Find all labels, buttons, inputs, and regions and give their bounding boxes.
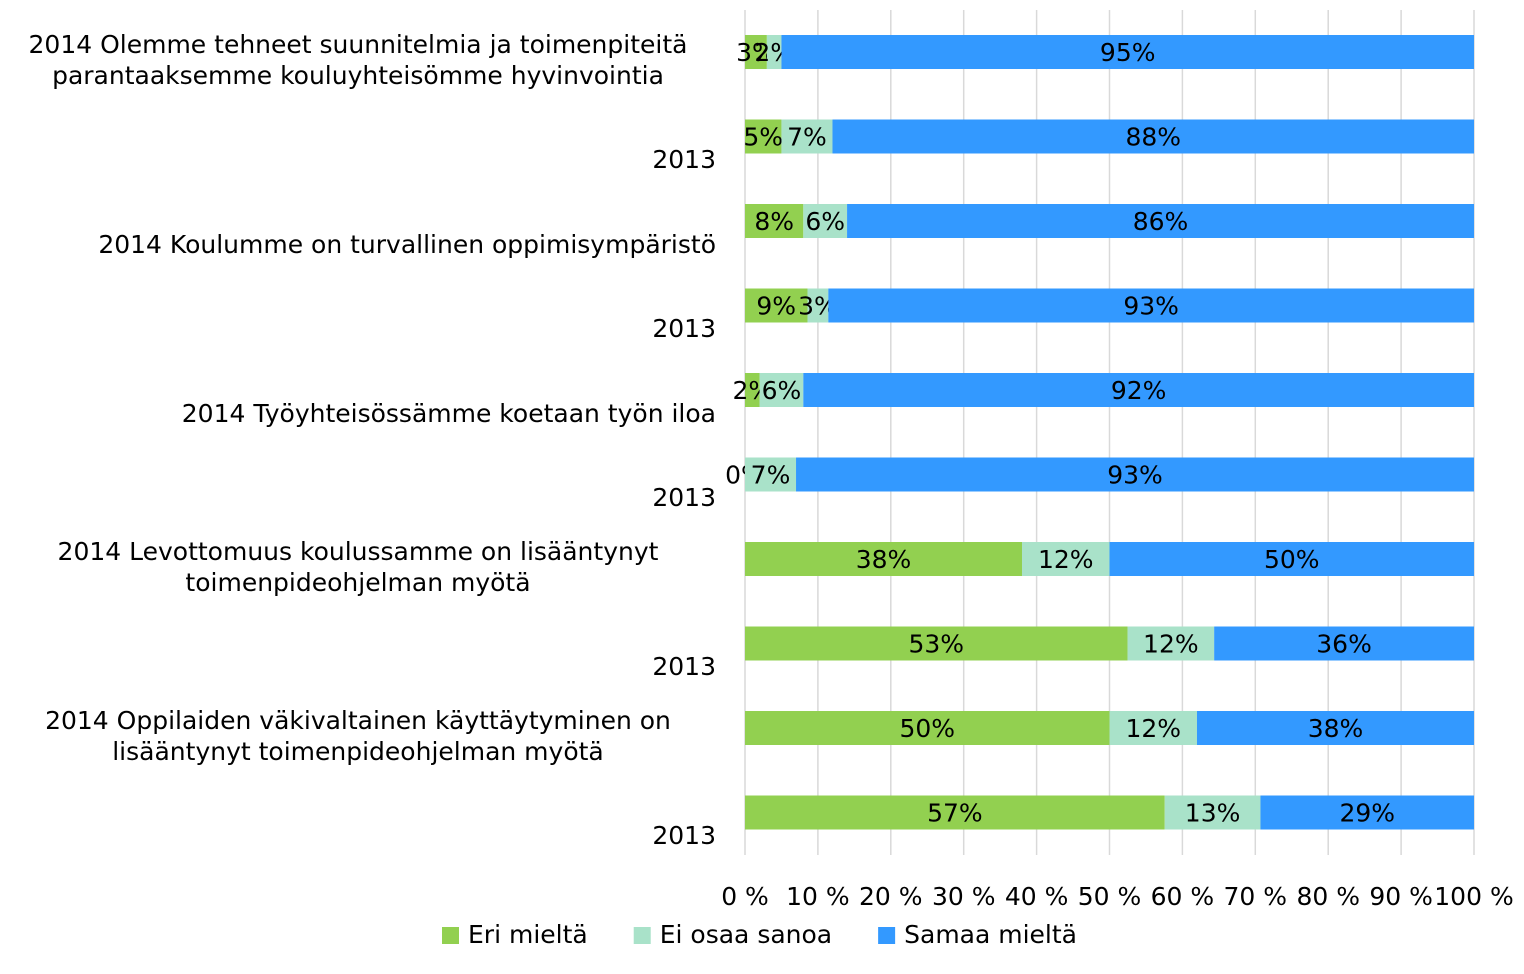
bar-segment [745,711,1110,745]
category-label: 2013 [652,652,716,681]
legend-swatch [633,927,651,944]
x-tick-label: 40 % [1005,882,1069,911]
x-tick-label: 80 % [1296,882,1360,911]
legend-label: Ei osaa sanoa [660,920,832,949]
x-tick-label: 30 % [932,882,996,911]
data-label: 38% [1308,714,1364,743]
bar-segment [745,542,1023,576]
data-label: 38% [856,545,912,574]
x-tick-label: 60 % [1151,882,1215,911]
x-tick-label: 50 % [1078,882,1142,911]
bar-segment [745,288,808,323]
category-label: 2013 [652,314,716,343]
x-tick-label: 10 % [786,882,850,911]
data-label: 36% [1316,630,1372,659]
bar-segment [745,35,767,69]
bar-segment [1164,795,1261,830]
data-label: 93% [1123,292,1179,321]
bar-segment [828,288,1474,323]
data-label: 93% [1107,461,1163,490]
category-label: 2014 Työyhteisössämme koetaan työn iloa [181,398,716,428]
x-tick-label: 20 % [859,882,923,911]
data-label: 12% [1143,630,1199,659]
bar-segment [745,204,804,238]
data-label: 50% [1264,545,1320,574]
category-label: 2014 Oppilaiden väkivaltainen käyttäytym… [45,705,671,766]
data-label: 7% [751,461,791,490]
bar-segment [745,373,760,407]
bar-segment [832,119,1474,154]
x-tick-label: 90 % [1369,882,1433,911]
bar-segment [745,795,1165,830]
bar-segment [803,204,848,238]
bar-segment [796,457,1474,492]
bar-segment [745,119,782,154]
legend-swatch [878,927,896,944]
category-label: 2013 [652,483,716,512]
data-label: 92% [1111,376,1167,405]
bar-segment [1109,542,1474,576]
bar-segment [847,204,1474,238]
x-tick-label: 0 % [721,882,769,911]
data-label: 88% [1125,123,1181,152]
bar-segment [1109,711,1197,745]
legend-label: Eri mieltä [468,920,588,949]
legend-label: Samaa mieltä [904,920,1077,949]
bar-segment [1214,626,1474,661]
data-label: 57% [927,799,983,828]
category-label: 2013 [652,821,716,850]
data-label: 6% [805,207,845,236]
category-label: 2013 [652,145,716,174]
category-label: 2014 Koulumme on turvallinen oppimisympä… [98,229,716,259]
bar-segment [766,35,782,69]
data-label: 5% [743,123,783,152]
bar-segment [1196,711,1474,745]
data-label: 8% [754,207,794,236]
bar-segment [745,626,1128,661]
bar-segment [1022,542,1110,576]
data-label: 12% [1125,714,1181,743]
data-label: 9% [756,292,796,321]
data-label: 95% [1100,38,1156,67]
bar-segment [745,457,797,492]
bar-segment [781,119,833,154]
bar-segment [759,373,804,407]
category-label: 2014 Levottomuus koulussamme on lisäänty… [57,536,659,597]
legend-swatch [442,927,459,944]
bar-segment [1127,626,1215,661]
data-label: 7% [787,123,827,152]
data-label: 50% [899,714,955,743]
category-label: 2014 Olemme tehneet suunnitelmia ja toim… [28,29,688,90]
data-label: 86% [1133,207,1189,236]
data-label: 13% [1185,799,1241,828]
x-tick-label: 70 % [1224,882,1288,911]
bar-segment [807,288,829,323]
bar-segment [1260,795,1474,830]
data-label: 12% [1038,545,1094,574]
bar-segment [781,35,1474,69]
data-label: 6% [762,376,802,405]
bar-segment [803,373,1474,407]
data-label: 29% [1339,799,1395,828]
x-tick-label: 100 % [1434,882,1513,911]
data-label: 53% [908,630,964,659]
